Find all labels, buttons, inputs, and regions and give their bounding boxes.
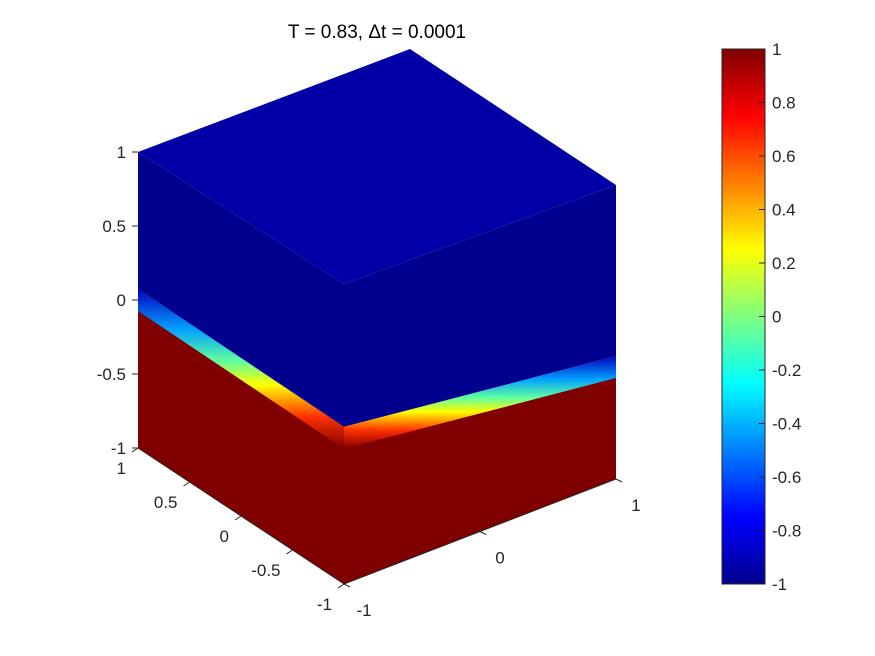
z-tick-label: 0.5 <box>102 217 126 236</box>
x-tick-mark <box>615 478 623 483</box>
y-tick-mark <box>131 447 139 453</box>
z-tick-label: -1 <box>111 439 126 458</box>
colorbar-ticks: -1 -0.8 -0.6 -0.4 -0.2 0 0.2 0.4 0.6 0.8 1 <box>759 40 801 594</box>
x-tick-mark <box>479 531 487 535</box>
region-high <box>138 300 616 584</box>
z-axis-ticks: -1 -0.5 0 0.5 1 <box>97 143 138 458</box>
region-low <box>138 152 616 427</box>
y-tick-mark <box>234 515 242 521</box>
y-tick-label: 0 <box>220 527 229 546</box>
colorbar-tick-label: 0.4 <box>772 201 796 220</box>
x-axis-line <box>343 478 617 585</box>
x-tick-mark <box>343 583 351 588</box>
colorbar: -1 -0.8 -0.6 -0.4 -0.2 0 0.2 0.4 0.6 0.8 1 <box>721 40 801 594</box>
colorbar-tick-label: -0.8 <box>772 522 801 541</box>
colorbar-tick-label: 0.2 <box>772 254 796 273</box>
cube-top-face <box>138 49 616 284</box>
z-tick-label: -0.5 <box>97 365 126 384</box>
y-tick-mark <box>286 549 293 555</box>
y-axis-ticks: 1 0.5 0 -0.5 -1 <box>117 447 345 614</box>
interface-band-left <box>138 289 344 449</box>
colorbar-tick-label: -0.2 <box>772 361 801 380</box>
colorbar-tick-label: 1 <box>772 40 781 59</box>
colorbar-tick-label: -1 <box>772 575 787 594</box>
colorbar-tick-label: 0 <box>772 308 781 327</box>
colorbar-tick-label: 0.6 <box>772 147 796 166</box>
y-axis-line <box>137 447 345 585</box>
colorbar-tick-label: -0.6 <box>772 468 801 487</box>
x-tick-label: -1 <box>356 601 371 620</box>
z-tick-label: 0 <box>117 291 126 310</box>
z-tick-label: 1 <box>117 143 126 162</box>
y-tick-mark <box>183 481 190 487</box>
y-tick-label: -0.5 <box>251 561 280 580</box>
colorbar-tick-label: -0.4 <box>772 415 801 434</box>
colorbar-gradient <box>721 48 766 585</box>
x-tick-label: 1 <box>631 496 640 515</box>
y-tick-mark <box>337 583 345 589</box>
y-tick-label: -1 <box>317 595 332 614</box>
x-axis-ticks: -1 0 1 <box>343 478 641 620</box>
chart-title: T = 0.83, Δt = 0.0001 <box>288 22 466 43</box>
interface-band-right <box>344 356 616 449</box>
y-tick-label: 1 <box>117 459 126 478</box>
x-tick-label: 0 <box>495 549 504 568</box>
cube-plot <box>138 49 616 584</box>
y-tick-label: 0.5 <box>154 493 178 512</box>
colorbar-tick-label: 0.8 <box>772 94 796 113</box>
